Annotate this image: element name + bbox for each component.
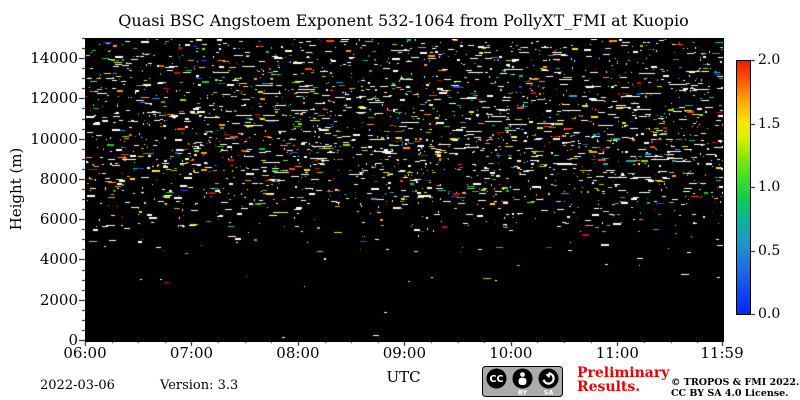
- preliminary-line1: Preliminary: [577, 365, 670, 381]
- license-line2: CC BY SA 4.0 License.: [671, 388, 789, 399]
- copyright-license-note: © TROPOS & FMI 2022. CC BY SA 4.0 Licens…: [671, 377, 799, 399]
- y-tick-label: 14000: [30, 49, 78, 68]
- sa-label: SA: [544, 389, 554, 397]
- colorbar-tick-label: 0.0: [758, 306, 781, 322]
- colorbar-tick-label: 2.0: [758, 52, 781, 68]
- measurement-date: 2022-03-06: [40, 378, 115, 393]
- preliminary-results-note: Preliminary Results.: [577, 366, 669, 394]
- x-tick-label: 08:00: [276, 344, 320, 362]
- y-tick-label: 12000: [30, 89, 78, 108]
- heatmap-plot-area: [85, 38, 724, 342]
- y-tick-label: 2000: [39, 290, 78, 309]
- sa-arrow-icon: [538, 368, 559, 389]
- cc-by-sa-badge: CC BY SA: [482, 366, 563, 397]
- x-tick-label: 06:00: [63, 344, 107, 362]
- colorbar-tick-label: 0.5: [758, 242, 781, 259]
- by-person-icon: [512, 368, 533, 389]
- svg-text:CC: CC: [490, 374, 504, 385]
- y-tick-label: 10000: [30, 129, 78, 148]
- version-label: Version: 3.3: [160, 378, 239, 393]
- license-line1: © TROPOS & FMI 2022.: [671, 377, 800, 388]
- colorbar-tick-label: 1.5: [758, 115, 781, 132]
- cc-icon: CC: [486, 368, 507, 389]
- preliminary-line2: Results.: [577, 379, 641, 395]
- chart-title: Quasi BSC Angstoem Exponent 532-1064 fro…: [118, 11, 689, 30]
- colorbar: [736, 60, 751, 315]
- x-tick-label: 07:00: [169, 344, 214, 362]
- y-tick-label: 0: [68, 331, 78, 349]
- x-tick-label: 11:00: [595, 344, 639, 362]
- colorbar-tick-label: 1.0: [758, 179, 781, 195]
- y-tick-label: 8000: [39, 169, 78, 188]
- x-tick-label: 10:00: [489, 344, 533, 362]
- by-label: BY: [518, 389, 528, 397]
- y-axis-label: Height (m): [7, 147, 25, 231]
- x-axis-label: UTC: [386, 368, 421, 386]
- x-tick-label: 09:00: [382, 344, 426, 362]
- x-tick-label: 11:59: [700, 344, 744, 362]
- y-tick-label: 4000: [39, 250, 78, 269]
- y-tick-label: 6000: [39, 210, 78, 229]
